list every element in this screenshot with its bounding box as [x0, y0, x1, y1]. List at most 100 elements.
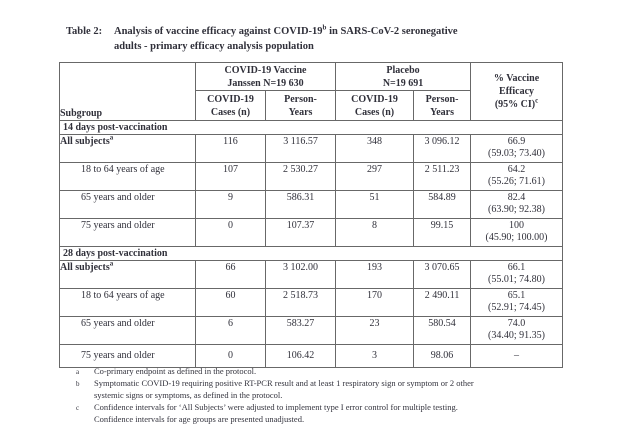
footnote-line: systemic signs or symptoms, as defined i…: [94, 390, 283, 400]
row-superscript: a: [109, 134, 114, 142]
efficacy-table: Subgroup COVID-19 Vaccine Janssen N=19 6…: [58, 62, 564, 368]
placebo-cases-cell: 23: [335, 316, 415, 345]
placebo-cases-cell: 3: [335, 344, 415, 368]
table-title-number: Table 2:: [66, 26, 103, 37]
subgroup-label: 18 to 64 years of age: [81, 164, 165, 175]
efficacy-value: 65.1: [507, 290, 526, 301]
efficacy-cell: 64.2 (55.26; 71.61): [470, 162, 564, 191]
footnote-marker: b: [76, 380, 80, 388]
vaccine-cases-cell: 116: [195, 134, 266, 163]
confidence-interval: (55.26; 71.61): [488, 176, 545, 187]
subgroup-label: 65 years and older: [81, 192, 155, 203]
subgroup-cell: 75 years and older: [59, 218, 196, 247]
placebo-person-years-cell: 584.89: [413, 190, 472, 219]
table-row: 65 years and older 9 586.31 51 584.89 82.4 (63…: [59, 190, 564, 219]
subgroup-cell: 65 years and older: [59, 190, 196, 219]
row-superscript: a: [109, 260, 114, 268]
efficacy-cell: 66.1 (55.01; 74.80): [470, 260, 564, 289]
efficacy-value: 64.2: [507, 164, 526, 175]
placebo-cases-cell: 8: [335, 218, 415, 247]
vaccine-cases-cell: 0: [195, 218, 266, 247]
footnote-marker: c: [76, 404, 80, 412]
efficacy-value: 82.4: [507, 192, 526, 203]
placebo-cases-cell: 51: [335, 190, 415, 219]
confidence-interval: (59.03; 73.40): [488, 148, 545, 159]
footnote: b Symptomatic COVID-19 requiring positive…: [76, 377, 562, 401]
confidence-interval: (45.90; 100.00): [485, 232, 548, 243]
footnote: a Co-primary endpoint as defined in the p…: [76, 365, 562, 377]
subgroup-label: 18 to 64 years of age: [81, 290, 165, 301]
title-superscript: b: [322, 23, 327, 32]
placebo-cases-cell: 297: [335, 162, 415, 191]
table-row: All subjectsa 66 3 102.00 193 3 070.65 66.1 (5…: [59, 260, 564, 289]
vaccine-cases-cell: 107: [195, 162, 266, 191]
vaccine-person-years-cell: 3 102.00: [264, 260, 337, 289]
subgroup-label: All subjects: [60, 136, 110, 147]
efficacy-value: 100: [509, 220, 525, 231]
efficacy-cell: 82.4 (63.90; 92.38): [470, 190, 564, 219]
vaccine-person-years-cell: 106.42: [264, 344, 337, 368]
vaccine-person-years-cell: 583.27: [264, 316, 337, 345]
subgroup-cell: 18 to 64 years of age: [59, 162, 196, 191]
placebo-cases-cell: 348: [335, 134, 415, 163]
table-row: All subjectsa 116 3 116.57 348 3 096.12 66.9(…: [59, 134, 564, 163]
vaccine-person-years-cell: 3 116.57: [264, 134, 337, 163]
footnote-line: Confidence intervals for age groups are …: [94, 414, 305, 424]
placebo-cases-header: COVID-19 Cases (n): [335, 90, 415, 121]
vaccine-person-years-cell: 107.37: [264, 218, 337, 247]
confidence-interval: (34.40; 91.35): [488, 330, 545, 341]
table-row: 18 to 64 years of age 107 2 530.27 297 2 511…: [59, 162, 564, 191]
placebo-person-years-header: Person- Years: [413, 90, 472, 121]
placebo-cases-cell: 170: [335, 288, 415, 317]
vaccine-group-header: COVID-19 Vaccine Janssen N=19 630: [194, 62, 337, 91]
efficacy-cell: 100 (45.90; 100.00): [470, 218, 564, 247]
vaccine-cases-cell: 60: [195, 288, 266, 317]
subgroup-label: 75 years and older: [81, 350, 155, 361]
placebo-person-years-cell: 580.54: [413, 316, 472, 345]
group-header-row: Subgroup COVID-19 Vaccine Janssen N=19 6…: [59, 62, 564, 121]
subgroup-label: 75 years and older: [81, 220, 155, 231]
subgroup-cell: 18 to 64 years of age: [59, 288, 196, 317]
placebo-group-header: Placebo N=19 691: [335, 62, 472, 91]
footnotes: a Co-primary endpoint as defined in the p…: [76, 365, 562, 425]
section-header-row: 14 days post-vaccination: [58, 120, 564, 135]
placebo-person-years-cell: 3 070.65: [413, 260, 472, 289]
subcolumn-header-row: COVID-19 Cases (n) Person- Years COVID-1…: [60, 90, 563, 121]
vaccine-person-years-cell: 2 518.73: [264, 288, 337, 317]
footnote-marker: a: [76, 368, 80, 376]
placebo-person-years-cell: 2 490.11: [413, 288, 472, 317]
confidence-interval: (63.90; 92.38): [488, 204, 545, 215]
vaccine-cases-cell: 9: [195, 190, 266, 219]
header-superscript: c: [535, 96, 539, 105]
vaccine-person-years-cell: 586.31: [264, 190, 337, 219]
efficacy-column-header: % Vaccine Efficacy (95% CI)c: [470, 62, 564, 121]
placebo-cases-cell: 193: [335, 260, 415, 289]
efficacy-cell: –: [470, 344, 564, 368]
footnote-text: Co-primary endpoint as defined in the pr…: [94, 365, 562, 377]
table-title-line1: Analysis of vaccine efficacy against COV…: [114, 23, 458, 37]
footnote-line: Confidence intervals for ‘All Subjects’ …: [94, 402, 458, 412]
placebo-person-years-cell: 2 511.23: [413, 162, 472, 191]
efficacy-value: –: [514, 350, 520, 361]
subgroup-cell: All subjectsa: [59, 260, 196, 289]
confidence-interval: (52.91; 74.45): [488, 302, 545, 313]
subgroup-column-header: Subgroup: [59, 62, 196, 121]
subgroup-cell: 75 years and older: [59, 344, 196, 368]
table-row: 65 years and older 6 583.27 23 580.54 74.0 (34…: [59, 316, 564, 345]
table-title-text: Analysis of vaccine efficacy against COV…: [114, 24, 534, 54]
table-title-line2: adults - primary efficacy analysis popul…: [114, 41, 314, 52]
section-header-label: 28 days post-vaccination: [58, 246, 564, 261]
table-title: Table 2: Analysis of vaccine efficacy ag…: [66, 24, 534, 54]
efficacy-cell: 66.9 (59.03; 73.40): [470, 134, 564, 163]
vaccine-cases-cell: 6: [195, 316, 266, 345]
footnote-text: Symptomatic COVID-19 requiring positive …: [94, 377, 562, 401]
vaccine-cases-cell: 66: [195, 260, 266, 289]
efficacy-value: 74.0: [507, 318, 526, 329]
footnote-line: Co-primary endpoint as defined in the pr…: [94, 366, 257, 376]
subgroup-label: All subjects: [60, 262, 110, 273]
efficacy-cell: 74.0 (34.40; 91.35): [470, 316, 564, 345]
efficacy-value: 66.1: [507, 262, 526, 273]
efficacy-value: 66.9: [507, 136, 526, 147]
section-header-label: 14 days post-vaccination: [58, 120, 564, 135]
